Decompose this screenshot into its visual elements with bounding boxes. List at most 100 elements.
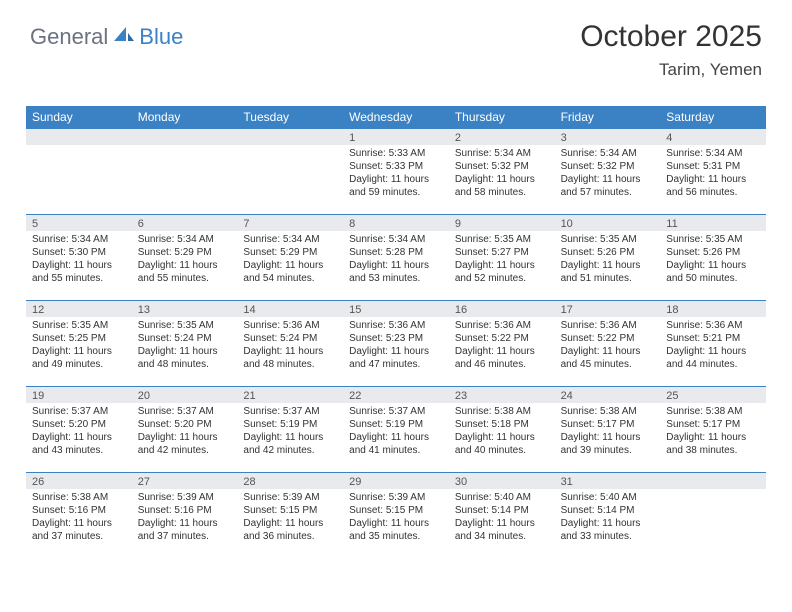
calendar-cell: 10Sunrise: 5:35 AMSunset: 5:26 PMDayligh… <box>555 215 661 301</box>
day-info-line: Daylight: 11 hours <box>32 517 126 530</box>
day-number: 29 <box>343 473 449 489</box>
brand-text-blue: Blue <box>139 24 183 50</box>
day-info-line: Sunrise: 5:39 AM <box>138 491 232 504</box>
day-info-line: Sunrise: 5:35 AM <box>455 233 549 246</box>
day-info-line: Daylight: 11 hours <box>138 345 232 358</box>
calendar-cell: 13Sunrise: 5:35 AMSunset: 5:24 PMDayligh… <box>132 301 238 387</box>
day-info-line: and 52 minutes. <box>455 272 549 285</box>
calendar-cell: 1Sunrise: 5:33 AMSunset: 5:33 PMDaylight… <box>343 129 449 215</box>
day-number: 26 <box>26 473 132 489</box>
day-info-line: Sunset: 5:24 PM <box>138 332 232 345</box>
day-info-line: and 53 minutes. <box>349 272 443 285</box>
day-info-line: Daylight: 11 hours <box>666 431 760 444</box>
calendar-cell: 14Sunrise: 5:36 AMSunset: 5:24 PMDayligh… <box>237 301 343 387</box>
calendar-cell: 8Sunrise: 5:34 AMSunset: 5:28 PMDaylight… <box>343 215 449 301</box>
day-info: Sunrise: 5:36 AMSunset: 5:24 PMDaylight:… <box>237 317 343 375</box>
day-info: Sunrise: 5:38 AMSunset: 5:16 PMDaylight:… <box>26 489 132 547</box>
day-info-line: Sunset: 5:29 PM <box>138 246 232 259</box>
day-info-line: Daylight: 11 hours <box>561 431 655 444</box>
day-info-line: Sunset: 5:23 PM <box>349 332 443 345</box>
day-info-line: and 36 minutes. <box>243 530 337 543</box>
calendar-cell: 21Sunrise: 5:37 AMSunset: 5:19 PMDayligh… <box>237 387 343 473</box>
weekday-thursday: Thursday <box>449 106 555 129</box>
day-number: 4 <box>660 129 766 145</box>
day-info-line: Daylight: 11 hours <box>455 431 549 444</box>
day-info: Sunrise: 5:35 AMSunset: 5:27 PMDaylight:… <box>449 231 555 289</box>
day-number: 30 <box>449 473 555 489</box>
day-info-line: Daylight: 11 hours <box>666 259 760 272</box>
day-info-line: Daylight: 11 hours <box>138 259 232 272</box>
day-info-line: Sunset: 5:26 PM <box>666 246 760 259</box>
day-info <box>132 145 238 151</box>
day-info-line: and 48 minutes. <box>138 358 232 371</box>
day-info-line: Sunset: 5:14 PM <box>561 504 655 517</box>
day-number: 1 <box>343 129 449 145</box>
day-info-line: Sunrise: 5:34 AM <box>138 233 232 246</box>
page-title: October 2025 <box>580 20 762 54</box>
calendar-cell: 19Sunrise: 5:37 AMSunset: 5:20 PMDayligh… <box>26 387 132 473</box>
day-number: 9 <box>449 215 555 231</box>
weekday-monday: Monday <box>132 106 238 129</box>
day-number: 22 <box>343 387 449 403</box>
day-number: 25 <box>660 387 766 403</box>
day-number: 8 <box>343 215 449 231</box>
day-info-line: Daylight: 11 hours <box>349 517 443 530</box>
calendar-cell: 22Sunrise: 5:37 AMSunset: 5:19 PMDayligh… <box>343 387 449 473</box>
day-info-line: Daylight: 11 hours <box>666 345 760 358</box>
day-number <box>132 129 238 145</box>
calendar-header-row: Sunday Monday Tuesday Wednesday Thursday… <box>26 106 766 129</box>
day-info-line: Sunrise: 5:34 AM <box>666 147 760 160</box>
weekday-wednesday: Wednesday <box>343 106 449 129</box>
day-info-line: and 38 minutes. <box>666 444 760 457</box>
day-info-line: and 57 minutes. <box>561 186 655 199</box>
brand-logo: General Blue <box>30 24 183 50</box>
day-info-line: Daylight: 11 hours <box>138 517 232 530</box>
day-info-line: and 33 minutes. <box>561 530 655 543</box>
day-info-line: Daylight: 11 hours <box>455 259 549 272</box>
calendar-cell: 16Sunrise: 5:36 AMSunset: 5:22 PMDayligh… <box>449 301 555 387</box>
day-info-line: Sunset: 5:16 PM <box>32 504 126 517</box>
day-info-line: Sunset: 5:15 PM <box>349 504 443 517</box>
day-info: Sunrise: 5:35 AMSunset: 5:26 PMDaylight:… <box>660 231 766 289</box>
day-number: 7 <box>237 215 343 231</box>
day-info <box>237 145 343 151</box>
weekday-saturday: Saturday <box>660 106 766 129</box>
day-info-line: Sunrise: 5:40 AM <box>561 491 655 504</box>
day-info: Sunrise: 5:34 AMSunset: 5:32 PMDaylight:… <box>449 145 555 203</box>
day-number: 18 <box>660 301 766 317</box>
day-info-line: Sunset: 5:20 PM <box>138 418 232 431</box>
calendar-cell: 30Sunrise: 5:40 AMSunset: 5:14 PMDayligh… <box>449 473 555 559</box>
day-info-line: and 46 minutes. <box>455 358 549 371</box>
day-number: 5 <box>26 215 132 231</box>
day-number: 28 <box>237 473 343 489</box>
day-info-line: Sunrise: 5:34 AM <box>455 147 549 160</box>
day-info-line: Sunset: 5:26 PM <box>561 246 655 259</box>
day-info <box>660 489 766 495</box>
day-info-line: and 55 minutes. <box>32 272 126 285</box>
day-info-line: and 43 minutes. <box>32 444 126 457</box>
day-info: Sunrise: 5:34 AMSunset: 5:28 PMDaylight:… <box>343 231 449 289</box>
weekday-sunday: Sunday <box>26 106 132 129</box>
day-number: 6 <box>132 215 238 231</box>
day-info-line: and 47 minutes. <box>349 358 443 371</box>
day-info-line: Sunrise: 5:37 AM <box>138 405 232 418</box>
day-info-line: Daylight: 11 hours <box>455 517 549 530</box>
calendar-cell: 25Sunrise: 5:38 AMSunset: 5:17 PMDayligh… <box>660 387 766 473</box>
day-info: Sunrise: 5:37 AMSunset: 5:19 PMDaylight:… <box>237 403 343 461</box>
day-number: 21 <box>237 387 343 403</box>
calendar-cell: 2Sunrise: 5:34 AMSunset: 5:32 PMDaylight… <box>449 129 555 215</box>
page-location: Tarim, Yemen <box>580 60 762 80</box>
day-info-line: Daylight: 11 hours <box>32 345 126 358</box>
day-info: Sunrise: 5:40 AMSunset: 5:14 PMDaylight:… <box>449 489 555 547</box>
day-number: 16 <box>449 301 555 317</box>
day-info-line: Sunrise: 5:37 AM <box>32 405 126 418</box>
day-info: Sunrise: 5:36 AMSunset: 5:23 PMDaylight:… <box>343 317 449 375</box>
day-number: 12 <box>26 301 132 317</box>
day-number <box>26 129 132 145</box>
day-info-line: and 54 minutes. <box>243 272 337 285</box>
day-number: 19 <box>26 387 132 403</box>
calendar-cell: 20Sunrise: 5:37 AMSunset: 5:20 PMDayligh… <box>132 387 238 473</box>
day-info: Sunrise: 5:33 AMSunset: 5:33 PMDaylight:… <box>343 145 449 203</box>
calendar-cell: 27Sunrise: 5:39 AMSunset: 5:16 PMDayligh… <box>132 473 238 559</box>
day-info-line: and 40 minutes. <box>455 444 549 457</box>
